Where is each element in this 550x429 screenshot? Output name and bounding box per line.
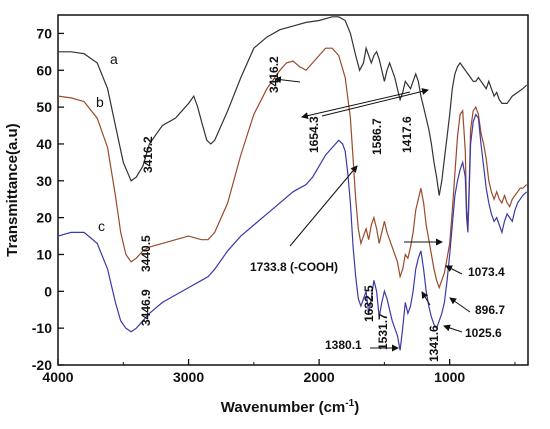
y-tick-label: 10 [36,246,52,262]
annotation-arrow [274,76,301,84]
annotation-arrow [321,88,429,117]
peak-annotation: 1531.7 [376,313,390,350]
series-c-line [57,113,528,351]
annotation-arrow [449,297,471,313]
y-tick-label: 30 [36,173,52,189]
y-tick-label: 60 [36,62,52,78]
annotation-arrow [443,324,463,333]
peak-annotation: 896.7 [475,303,505,317]
peak-annotation: 1380.1 [325,338,362,352]
series-c-label: c [98,218,105,234]
series-layer: a b c [57,16,528,351]
peak-annotation: 1025.6 [465,326,502,340]
y-tick-label: 0 [44,283,52,299]
plot-frame [57,14,529,366]
annotation-arrow [445,265,463,275]
annotation-layer: 3416.2 3440.5 3446.9 3416.2 1654.3 1586.7 1417… [139,56,505,362]
x-tick-label: 4000 [42,369,73,385]
y-tick-label: 20 [36,210,52,226]
peak-annotation: 3416.2 [141,136,155,173]
peak-annotation: 1586.7 [370,118,384,155]
annotation-arrow [289,165,358,247]
peak-annotation: 3416.2 [267,56,281,93]
y-tick-label: 40 [36,136,52,152]
series-b-label: b [96,94,104,110]
peak-annotation: 3440.5 [139,235,153,272]
annotation-arrows [274,76,471,352]
annotation-arrow [301,91,411,120]
x-tick-label: 1000 [434,369,465,385]
y-tick-label: 70 [36,25,52,41]
y-tick-label: 50 [36,99,52,115]
y-axis-title: Transmittance(a.u) [4,123,21,256]
peak-annotation: 1654.3 [307,116,321,153]
peak-annotation: 1632.5 [362,285,376,322]
x-axis-title: Wavenumber (cm-1) [221,398,359,416]
peak-annotation: 1417.6 [400,116,414,153]
y-tick-label: -10 [32,320,52,336]
series-a-line [58,16,528,196]
y-tick-label: -20 [32,357,52,373]
x-tick-label: 3000 [173,369,204,385]
annotation-arrow [421,291,431,306]
series-a-label: a [110,51,118,67]
axis-ticks: 4000 3000 2000 1000 -20 -10 0 10 20 30 40 50 60 70 [32,25,516,385]
peak-annotation: 3446.9 [139,289,153,326]
peak-annotation: 1073.4 [468,265,505,279]
series-b-line [57,47,528,290]
peak-annotation: 1341.6 [427,325,441,362]
x-tick-label: 2000 [304,369,335,385]
peak-annotation: 1733.8 (-COOH) [250,260,338,274]
